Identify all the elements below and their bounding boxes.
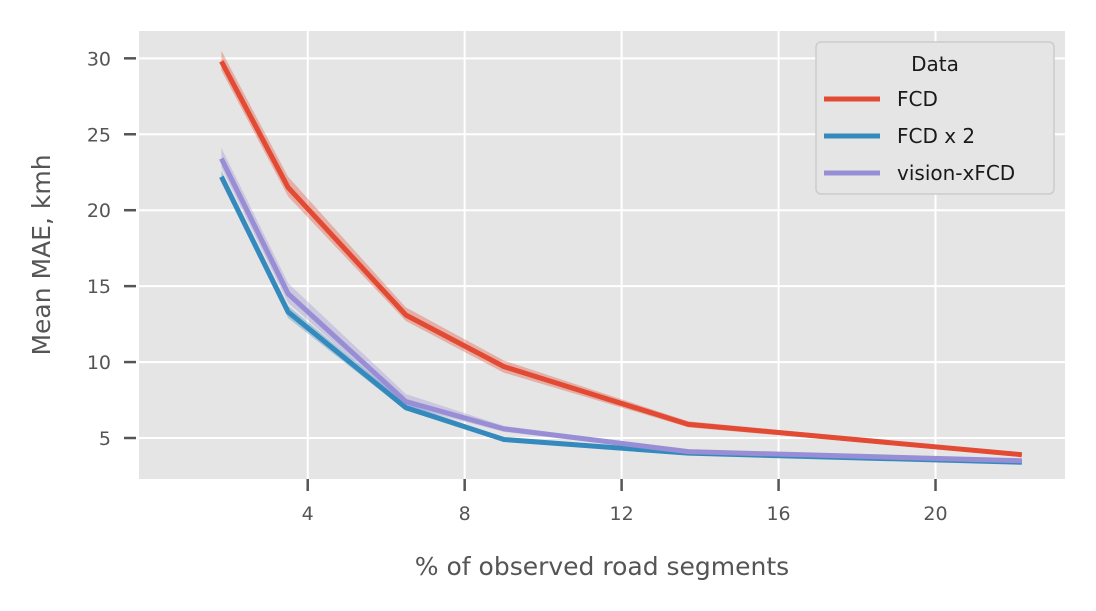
x-tick-label-8: 8: [459, 503, 471, 525]
y-axis-label: Mean MAE, kmh: [27, 154, 56, 355]
y-tick-label-20: 20: [87, 200, 111, 222]
y-tick-label-30: 30: [87, 48, 111, 70]
legend-label-fcd-x2: FCD x 2: [897, 124, 975, 148]
legend-box: [815, 41, 1055, 195]
y-tick-label-5: 5: [99, 428, 111, 450]
x-tick-label-12: 12: [610, 503, 634, 525]
axis-ticks: 4 8 12 16 20 5 10 15 20 25 30: [87, 48, 948, 525]
legend-title: Data: [911, 52, 959, 76]
x-tick-label-20: 20: [923, 503, 947, 525]
series-line-fcd: [219, 60, 1023, 458]
series-lines: [219, 60, 1023, 465]
x-tick-label-4: 4: [302, 503, 314, 525]
x-axis-label: % of observed road segments: [415, 552, 789, 581]
x-tick-label-16: 16: [766, 503, 790, 525]
y-tick-label-15: 15: [87, 276, 111, 298]
series-line-vision-xfcd: [219, 157, 1022, 464]
y-tick-label-10: 10: [87, 352, 111, 374]
legend-label-fcd: FCD: [897, 87, 938, 111]
legend: Data FCD FCD x 2 vision-xFCD: [815, 41, 1055, 195]
legend-label-vision-xfcd: vision-xFCD: [897, 161, 1015, 185]
y-tick-label-25: 25: [87, 124, 111, 146]
